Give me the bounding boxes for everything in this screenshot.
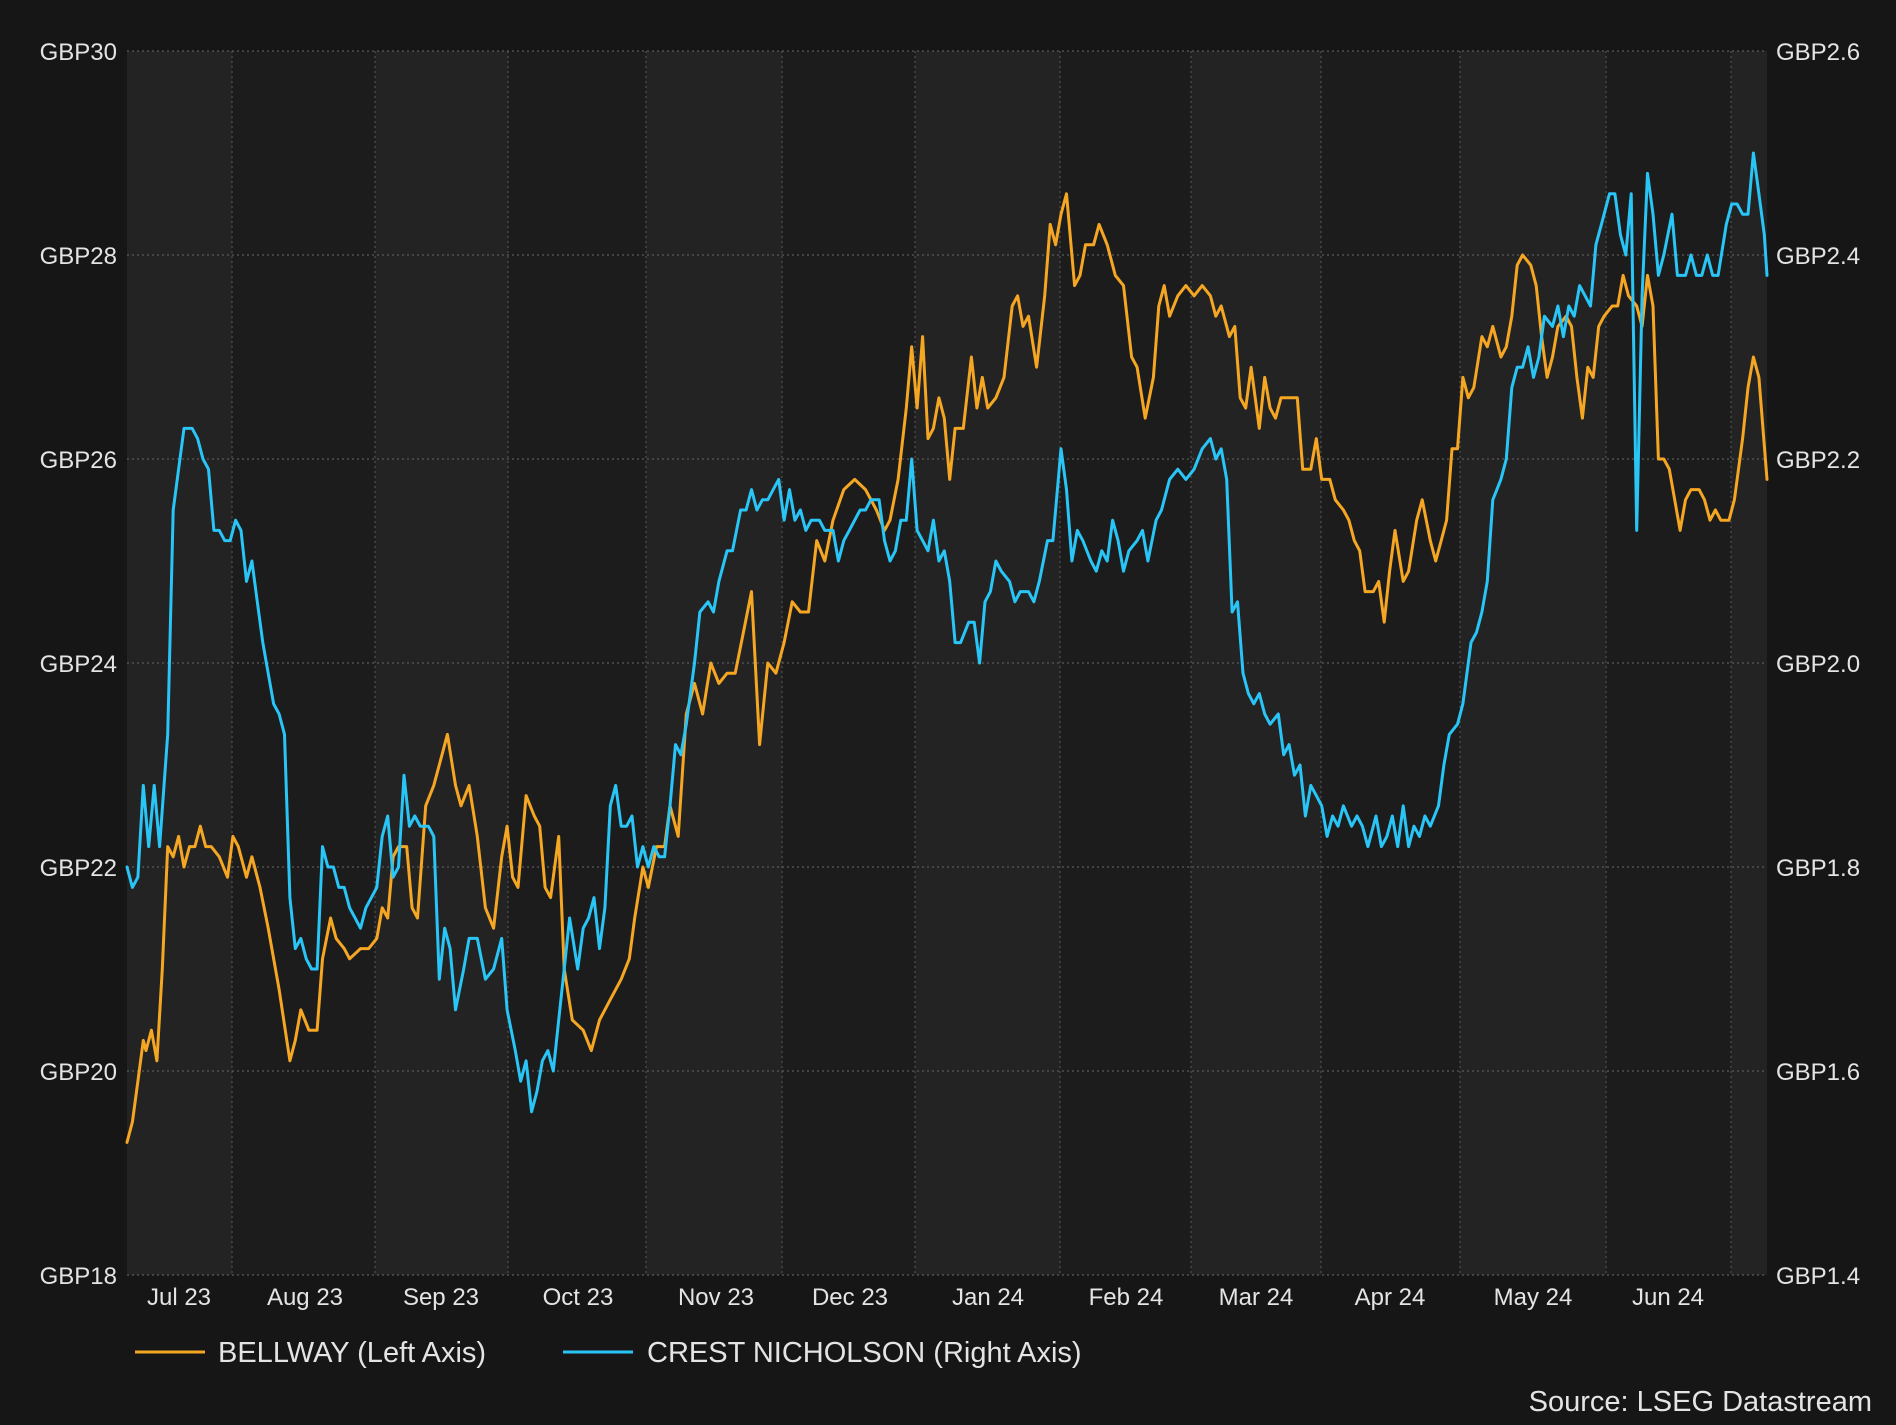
series-group: [125, 151, 1769, 1144]
source-note: Source: LSEG Datastream: [1529, 1386, 1872, 1418]
month-band: [1191, 51, 1321, 1275]
x-tick-label: Apr 24: [1355, 1284, 1426, 1311]
x-tick-label: Dec 23: [812, 1284, 888, 1311]
left-tick-label: GBP26: [40, 447, 117, 474]
left-tick-label: GBP22: [40, 855, 117, 882]
x-tick-label: Nov 23: [678, 1284, 754, 1311]
left-tick-label: GBP18: [40, 1263, 117, 1290]
right-tick-label: GBP1.8: [1776, 855, 1860, 882]
x-tick-label: Jun 24: [1632, 1284, 1704, 1311]
legend: BELLWAY (Left Axis) CREST NICHOLSON (Rig…: [135, 1337, 1082, 1369]
right-tick-label: GBP2.6: [1776, 39, 1860, 66]
x-tick-label: Oct 23: [543, 1284, 614, 1311]
right-tick-label: GBP2.4: [1776, 243, 1860, 270]
month-band: [1321, 51, 1460, 1275]
legend-label-bellway: BELLWAY (Left Axis): [218, 1337, 486, 1369]
series-line-crest-nicholson: [125, 151, 1769, 1114]
x-tick-label: Mar 24: [1219, 1284, 1294, 1311]
right-tick-label: GBP2.0: [1776, 651, 1860, 678]
gridlines: [127, 50, 1767, 1276]
legend-label-crest-nicholson: CREST NICHOLSON (Right Axis): [647, 1337, 1082, 1369]
left-axis-ticks: GBP18 GBP20 GBP22 GBP24 GBP26 GBP28 GBP30: [40, 39, 117, 1290]
left-tick-label: GBP20: [40, 1059, 117, 1086]
left-tick-label: GBP30: [40, 39, 117, 66]
right-tick-label: GBP2.2: [1776, 447, 1860, 474]
x-tick-label: May 24: [1494, 1284, 1573, 1311]
left-tick-label: GBP24: [40, 651, 117, 678]
x-tick-label: Jul 23: [147, 1284, 211, 1311]
month-band: [1060, 51, 1191, 1275]
x-tick-label: Sep 23: [403, 1284, 479, 1311]
x-tick-label: Jan 24: [952, 1284, 1024, 1311]
month-band: [127, 51, 232, 1275]
right-tick-label: GBP1.4: [1776, 1263, 1860, 1290]
x-tick-label: Feb 24: [1089, 1284, 1164, 1311]
x-tick-label: Aug 23: [267, 1284, 343, 1311]
left-tick-label: GBP28: [40, 243, 117, 270]
right-tick-label: GBP1.6: [1776, 1059, 1860, 1086]
x-axis-ticks: Jul 23 Aug 23 Sep 23 Oct 23 Nov 23 Dec 23 Jan …: [147, 1284, 1704, 1311]
right-axis-ticks: GBP1.4 GBP1.6 GBP1.8 GBP2.0 GBP2.2 GBP2.4 GBP2…: [1776, 39, 1860, 1290]
